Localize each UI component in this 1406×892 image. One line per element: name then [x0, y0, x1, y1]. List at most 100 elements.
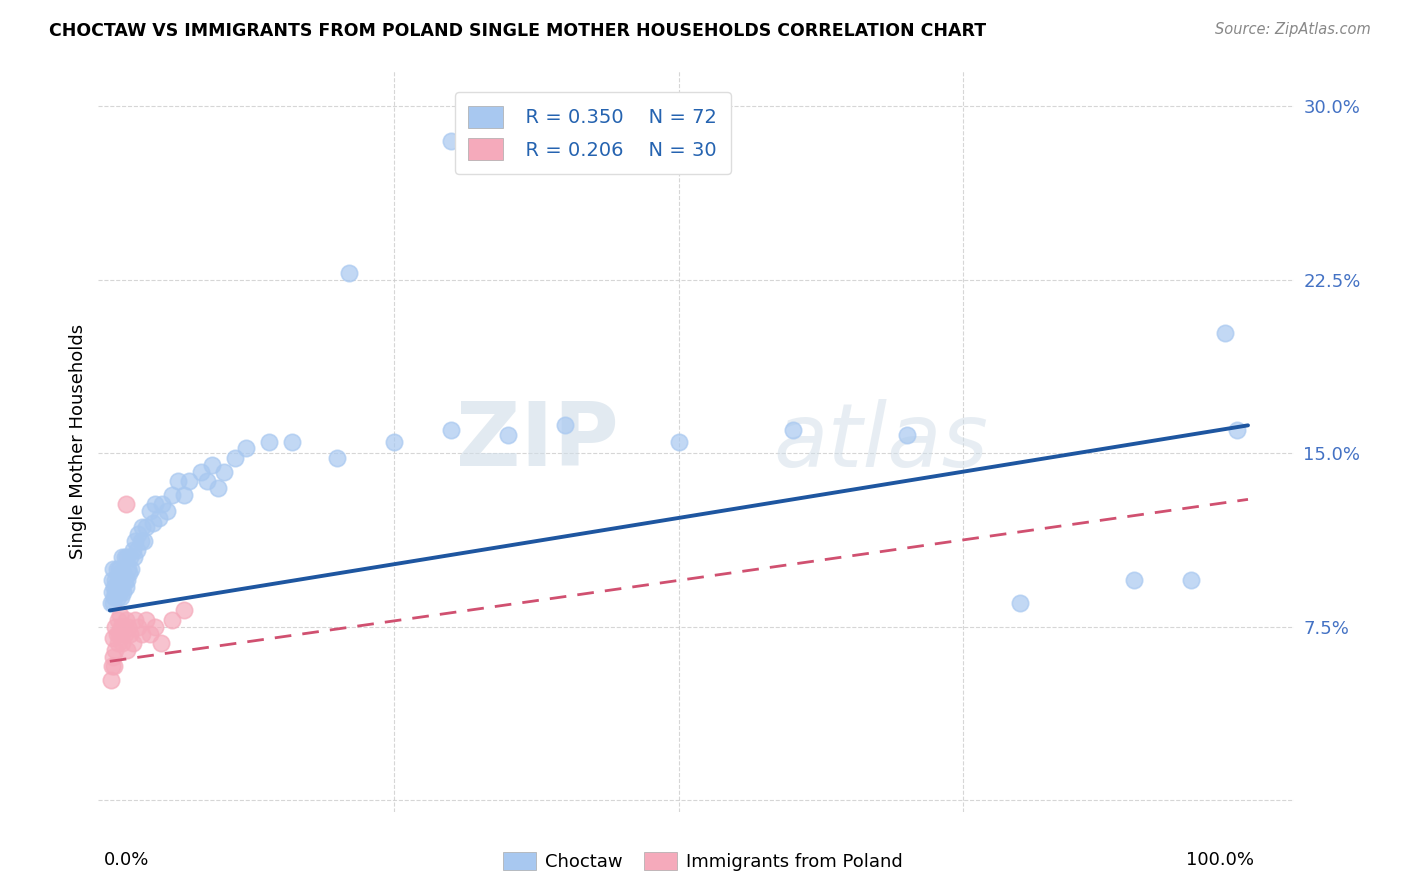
Point — [112, 566, 135, 581]
Point — [201, 458, 224, 472]
Point — [212, 465, 235, 479]
Point — [108, 608, 131, 623]
Point — [103, 631, 125, 645]
Point — [108, 585, 131, 599]
Point — [207, 481, 229, 495]
Point — [496, 427, 519, 442]
Point — [1180, 574, 1202, 588]
Point — [108, 566, 131, 581]
Text: CHOCTAW VS IMMIGRANTS FROM POLAND SINGLE MOTHER HOUSEHOLDS CORRELATION CHART: CHOCTAW VS IMMIGRANTS FROM POLAND SINGLE… — [49, 22, 987, 40]
Point — [121, 636, 143, 650]
Point — [110, 620, 132, 634]
Point — [156, 504, 179, 518]
Point — [104, 620, 127, 634]
Point — [101, 585, 124, 599]
Point — [120, 562, 142, 576]
Point — [131, 520, 153, 534]
Point — [100, 673, 122, 687]
Legend:   R = 0.350    N = 72,   R = 0.206    N = 30: R = 0.350 N = 72, R = 0.206 N = 30 — [454, 92, 731, 174]
Point — [100, 597, 122, 611]
Point — [117, 620, 139, 634]
Point — [115, 642, 138, 657]
Point — [105, 580, 128, 594]
Point — [167, 474, 190, 488]
Point — [112, 620, 135, 634]
Point — [190, 465, 212, 479]
Point — [150, 636, 173, 650]
Point — [111, 636, 134, 650]
Point — [127, 620, 149, 634]
Point — [108, 626, 131, 640]
Point — [112, 585, 135, 599]
Point — [782, 423, 804, 437]
Point — [103, 580, 125, 594]
Point — [143, 620, 166, 634]
Point — [103, 659, 125, 673]
Point — [127, 527, 149, 541]
Point — [108, 562, 131, 576]
Point — [668, 434, 690, 449]
Point — [129, 534, 152, 549]
Point — [148, 511, 170, 525]
Point — [138, 626, 160, 640]
Point — [124, 534, 146, 549]
Point — [107, 590, 129, 604]
Point — [1010, 597, 1032, 611]
Text: atlas: atlas — [773, 399, 988, 484]
Point — [337, 266, 360, 280]
Point — [440, 423, 463, 437]
Point — [179, 474, 201, 488]
Point — [162, 613, 184, 627]
Point — [114, 550, 136, 565]
Point — [122, 550, 145, 565]
Point — [105, 562, 128, 576]
Point — [1213, 326, 1236, 340]
Point — [173, 488, 195, 502]
Point — [108, 580, 131, 594]
Point — [104, 585, 127, 599]
Point — [131, 626, 153, 640]
Point — [235, 442, 257, 456]
Point — [101, 574, 124, 588]
Point — [896, 427, 918, 442]
Point — [1226, 423, 1249, 437]
Point — [135, 520, 157, 534]
Point — [120, 550, 142, 565]
Text: ZIP: ZIP — [456, 398, 619, 485]
Legend: Choctaw, Immigrants from Poland: Choctaw, Immigrants from Poland — [496, 845, 910, 879]
Point — [103, 562, 125, 576]
Point — [110, 574, 132, 588]
Text: Source: ZipAtlas.com: Source: ZipAtlas.com — [1215, 22, 1371, 37]
Point — [281, 434, 304, 449]
Point — [382, 434, 405, 449]
Point — [111, 550, 134, 565]
Point — [101, 659, 124, 673]
Point — [117, 562, 139, 576]
Point — [224, 450, 246, 465]
Point — [107, 636, 129, 650]
Point — [440, 134, 463, 148]
Point — [142, 516, 165, 530]
Y-axis label: Single Mother Households: Single Mother Households — [69, 324, 87, 559]
Point — [121, 543, 143, 558]
Point — [114, 497, 136, 511]
Point — [104, 574, 127, 588]
Point — [114, 613, 136, 627]
Point — [114, 574, 136, 588]
Point — [104, 642, 127, 657]
Point — [115, 574, 138, 588]
Point — [173, 603, 195, 617]
Point — [326, 450, 349, 465]
Point — [150, 497, 173, 511]
Point — [110, 590, 132, 604]
Point — [138, 504, 160, 518]
Point — [103, 597, 125, 611]
Point — [107, 613, 129, 627]
Point — [143, 497, 166, 511]
Point — [124, 613, 146, 627]
Point — [1123, 574, 1146, 588]
Text: 0.0%: 0.0% — [104, 851, 149, 869]
Point — [118, 566, 141, 581]
Point — [120, 626, 142, 640]
Point — [127, 543, 149, 558]
